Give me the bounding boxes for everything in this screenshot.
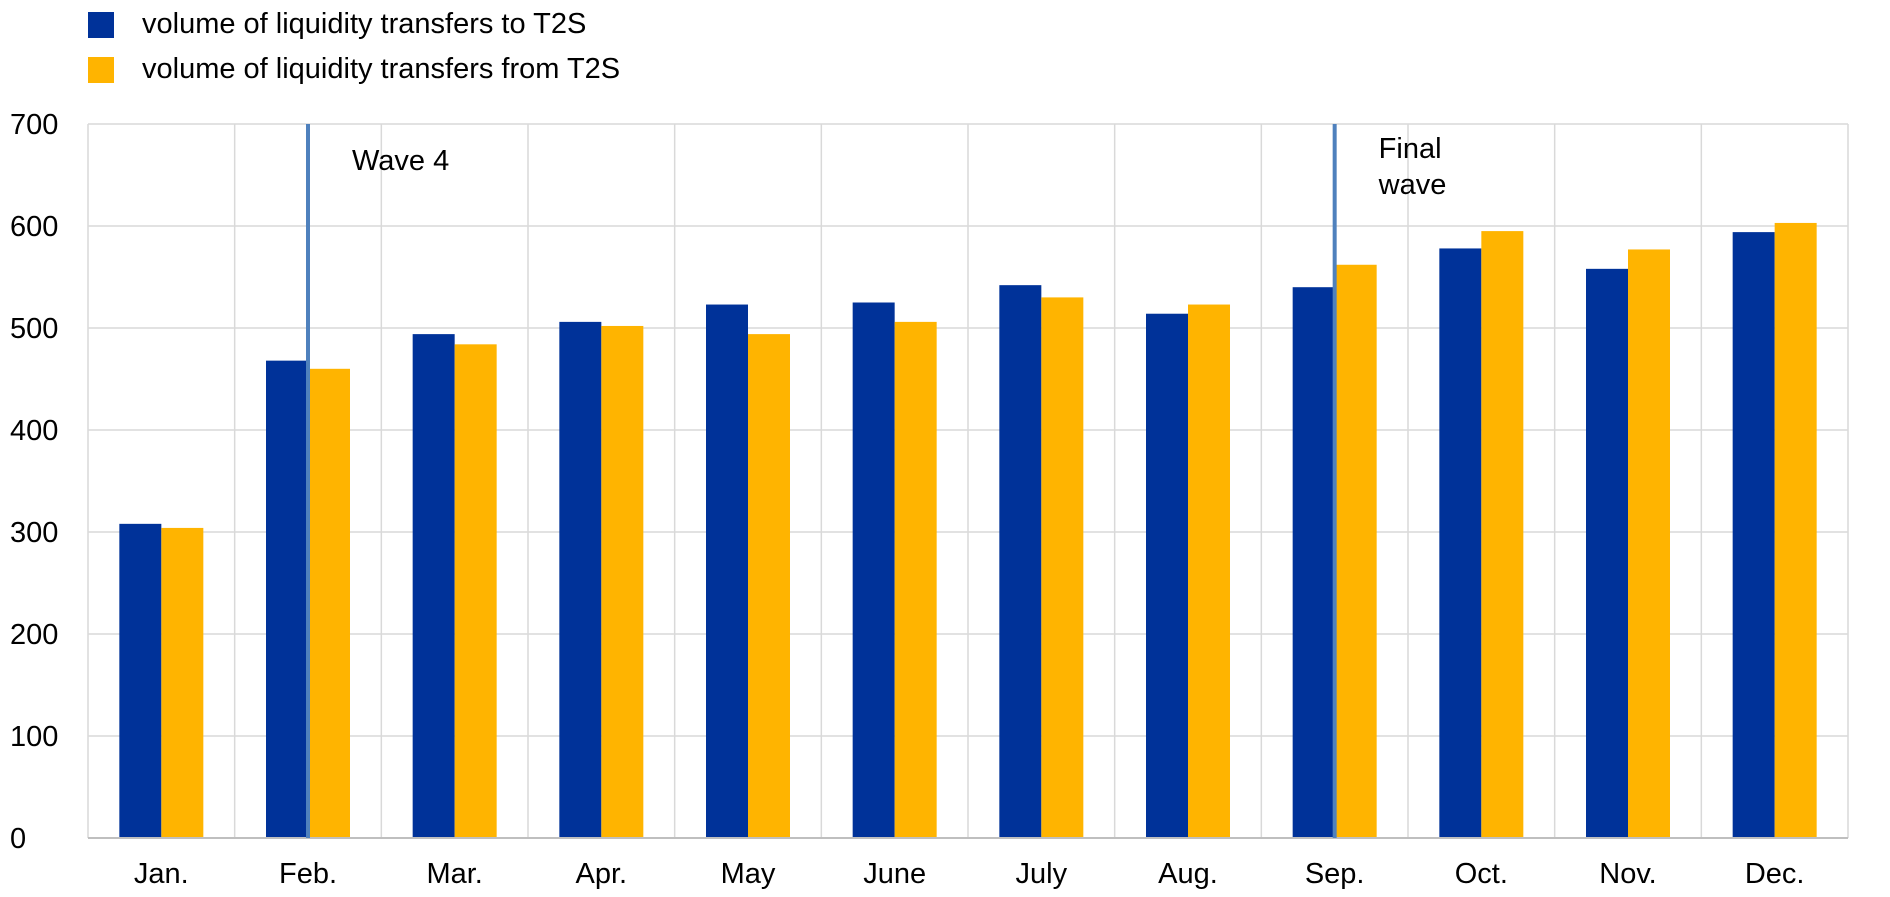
y-tick-label: 0 xyxy=(10,823,26,855)
y-tick-label: 300 xyxy=(10,517,58,549)
y-tick-label: 600 xyxy=(10,211,58,243)
bar-from-t2s xyxy=(454,344,497,838)
bar-to-t2s xyxy=(559,321,602,838)
x-tick-label: Sep. xyxy=(1305,858,1365,890)
x-tick-label: Apr. xyxy=(576,858,628,890)
x-tick-label: June xyxy=(863,858,926,890)
bar-from-t2s xyxy=(161,527,204,838)
bar-from-t2s xyxy=(1628,249,1670,838)
y-tick-label: 500 xyxy=(10,313,58,345)
bar-from-t2s xyxy=(1774,222,1817,838)
bar-from-t2s xyxy=(308,368,350,838)
bar-to-t2s xyxy=(119,523,162,838)
annotation-label: Final wave xyxy=(1378,133,1447,201)
bar-from-t2s xyxy=(601,325,644,839)
annotation-label: Wave 4 xyxy=(352,145,449,177)
bar-to-t2s xyxy=(1732,232,1775,838)
x-tick-label: July xyxy=(1016,858,1068,890)
x-tick-label: Dec. xyxy=(1745,858,1805,890)
x-tick-label: Mar. xyxy=(426,858,482,890)
bar-from-t2s xyxy=(748,334,790,838)
bar-to-t2s xyxy=(412,334,455,838)
bar-to-t2s xyxy=(1586,268,1628,839)
legend-item-to-t2s: volume of liquidity transfers to T2S xyxy=(88,2,620,47)
chart-legend: volume of liquidity transfers to T2S vol… xyxy=(88,2,620,92)
legend-label-to-t2s: volume of liquidity transfers to T2S xyxy=(142,8,587,40)
bar-to-t2s xyxy=(852,302,895,838)
bar-to-t2s xyxy=(1439,248,1482,838)
legend-item-from-t2s: volume of liquidity transfers from T2S xyxy=(88,47,620,92)
y-tick-label: 200 xyxy=(10,619,58,651)
x-tick-label: May xyxy=(721,858,776,890)
bar-from-t2s xyxy=(894,321,937,838)
bar-to-t2s xyxy=(1146,313,1188,839)
legend-label-from-t2s: volume of liquidity transfers from T2S xyxy=(142,53,621,85)
bar-to-t2s xyxy=(266,360,308,838)
bar-to-t2s xyxy=(706,304,748,838)
legend-swatch-from-t2s xyxy=(88,56,114,83)
x-tick-label: Aug. xyxy=(1158,858,1218,890)
y-tick-label: 400 xyxy=(10,415,58,447)
bar-to-t2s xyxy=(1292,287,1335,838)
x-tick-label: Jan. xyxy=(134,858,189,890)
bar-from-t2s xyxy=(1334,264,1377,838)
bar-to-t2s xyxy=(999,285,1042,838)
bar-from-t2s xyxy=(1481,231,1524,839)
x-tick-label: Feb. xyxy=(279,858,337,890)
x-tick-label: Nov. xyxy=(1599,858,1656,890)
legend-swatch-to-t2s xyxy=(88,11,114,38)
bar-from-t2s xyxy=(1188,304,1230,838)
x-tick-label: Oct. xyxy=(1455,858,1508,890)
bar-from-t2s xyxy=(1041,297,1084,838)
y-tick-label: 700 xyxy=(10,109,58,141)
y-tick-label: 100 xyxy=(10,721,58,753)
